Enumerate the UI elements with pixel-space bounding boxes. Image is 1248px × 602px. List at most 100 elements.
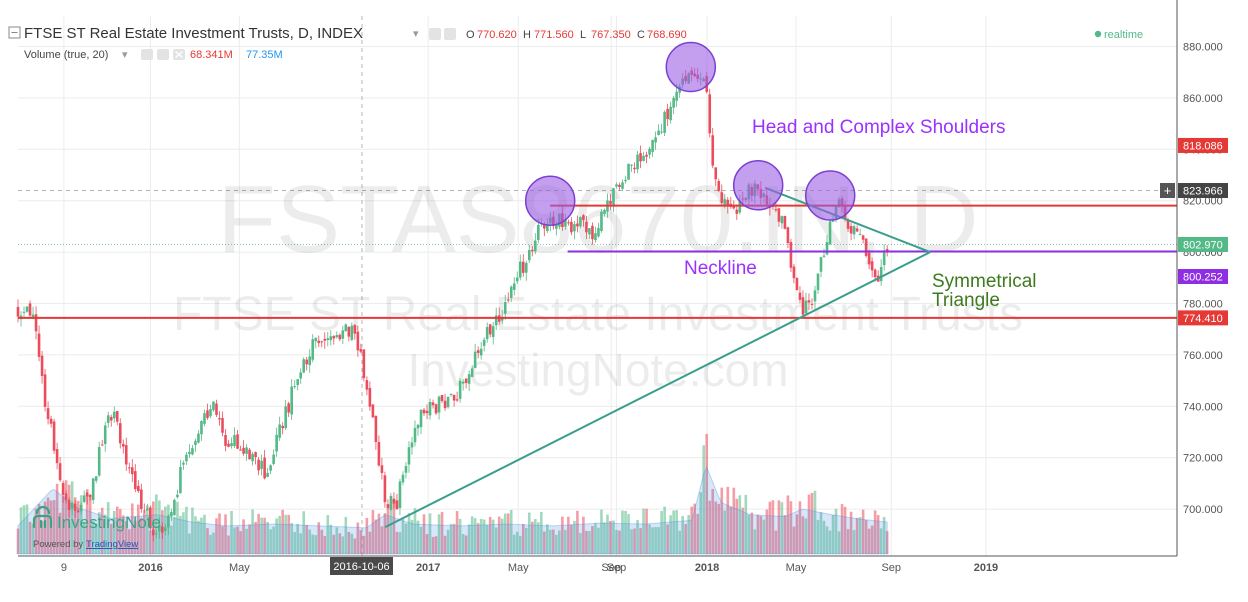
tradingview-link[interactable]: TradingView (86, 539, 138, 550)
investingnote-logo[interactable]: InvestingNote Powered by TradingView (32, 505, 161, 550)
volume-bar (100, 507, 104, 554)
volume-bar (660, 510, 663, 554)
volume-bar (543, 531, 546, 554)
candle (332, 336, 336, 339)
plus-icon[interactable]: + (1160, 183, 1175, 199)
volume-bar (473, 518, 477, 554)
volume-bar (82, 521, 86, 554)
volume-bar (684, 523, 687, 554)
candle (861, 235, 865, 240)
volume-bar (425, 534, 429, 554)
volume-bar (768, 501, 772, 554)
candle (143, 510, 146, 512)
candle (290, 386, 293, 415)
volume-bar (317, 522, 321, 554)
candle (170, 512, 173, 517)
volume-bar (765, 509, 769, 554)
collapse-icon[interactable] (8, 26, 21, 39)
ohlc-key: O (466, 29, 475, 41)
candle (203, 413, 206, 424)
volume-bar (666, 524, 669, 554)
volume-bar (118, 509, 122, 554)
volume-bar (356, 522, 360, 554)
candle (179, 467, 182, 494)
candle (828, 221, 832, 245)
plus-icon-box[interactable] (1160, 183, 1175, 199)
shoulder-circle-2[interactable] (665, 41, 717, 93)
price-tag-label: 800.252 (1183, 272, 1223, 284)
volume-bar (642, 508, 645, 554)
chevron-down-icon[interactable]: ▾ (413, 28, 419, 40)
shoulder-circle-1[interactable] (524, 175, 576, 226)
shoulder-circle-3[interactable] (732, 160, 784, 211)
candle (61, 483, 65, 495)
volume-bar (524, 527, 528, 554)
price-axis-label: 740.000 (1183, 401, 1223, 413)
volume-bar (488, 516, 492, 554)
close-icon[interactable] (173, 49, 185, 60)
candle (287, 403, 290, 413)
shoulder-circle-4[interactable] (804, 170, 856, 221)
volume-bar (798, 501, 802, 554)
candle (537, 225, 540, 240)
triangle-lower-line[interactable] (384, 251, 931, 528)
candle (263, 457, 266, 479)
volume-bar (555, 534, 558, 554)
triangle-label-line2: Triangle (932, 290, 1000, 311)
volume-bar (31, 523, 35, 554)
volume-bar (91, 520, 95, 554)
candle (404, 466, 408, 473)
candle (612, 188, 615, 207)
volume-bar (783, 515, 787, 554)
volume-bar (85, 489, 89, 554)
candle (91, 478, 95, 501)
candle (476, 350, 480, 353)
volume-bar (143, 512, 146, 554)
candle (46, 408, 50, 420)
candle (320, 341, 324, 343)
plus-icon-glyph[interactable]: + (1164, 183, 1172, 198)
candle (521, 261, 525, 273)
volume-bar (257, 513, 260, 554)
candle (254, 452, 257, 458)
candle (386, 504, 390, 508)
candle (79, 504, 83, 512)
candle (509, 286, 513, 298)
candle (242, 447, 245, 454)
candle (867, 252, 871, 265)
time-axis[interactable]: 9 2016 May Sep 2017 May Sep 2018 May Sep 2019 2016-… (18, 555, 1177, 575)
candle (209, 409, 212, 417)
volume-bar (843, 506, 847, 554)
triangle-upper-line[interactable] (764, 186, 931, 254)
gear-icon[interactable] (157, 49, 169, 60)
ohlc-values: O 770.620 H 771.560 L 767.350 C 768.690 (466, 29, 687, 41)
volume-label[interactable]: Volume (true, 20) (24, 49, 108, 61)
candle (567, 222, 570, 224)
price-axis[interactable]: 880.000860.000840.000820.000800.000780.0… (1176, 0, 1223, 556)
candle (31, 314, 35, 319)
volume-bar (25, 504, 29, 554)
volume-bar (491, 519, 495, 554)
volume-bar (133, 520, 137, 554)
candle (479, 348, 483, 356)
candle (275, 434, 278, 452)
volume-bar (774, 530, 778, 554)
candle (846, 220, 850, 229)
eye-icon[interactable] (141, 49, 153, 60)
candle (819, 257, 823, 272)
pattern-overlays[interactable] (18, 41, 1177, 528)
volume-bar (873, 510, 877, 554)
candle (621, 182, 624, 189)
source-icon[interactable] (444, 28, 456, 40)
candle (191, 448, 194, 455)
symbol-title[interactable]: FTSE ST Real Estate Investment Trusts, D… (24, 25, 363, 42)
candle (807, 300, 811, 303)
settings-icon[interactable] (429, 28, 441, 40)
volume-bar (813, 490, 817, 554)
volume-bar (188, 533, 191, 554)
candle (449, 393, 453, 395)
volume-bar (326, 515, 330, 554)
candle (16, 306, 20, 317)
chevron-down-icon[interactable]: ▾ (122, 49, 128, 61)
